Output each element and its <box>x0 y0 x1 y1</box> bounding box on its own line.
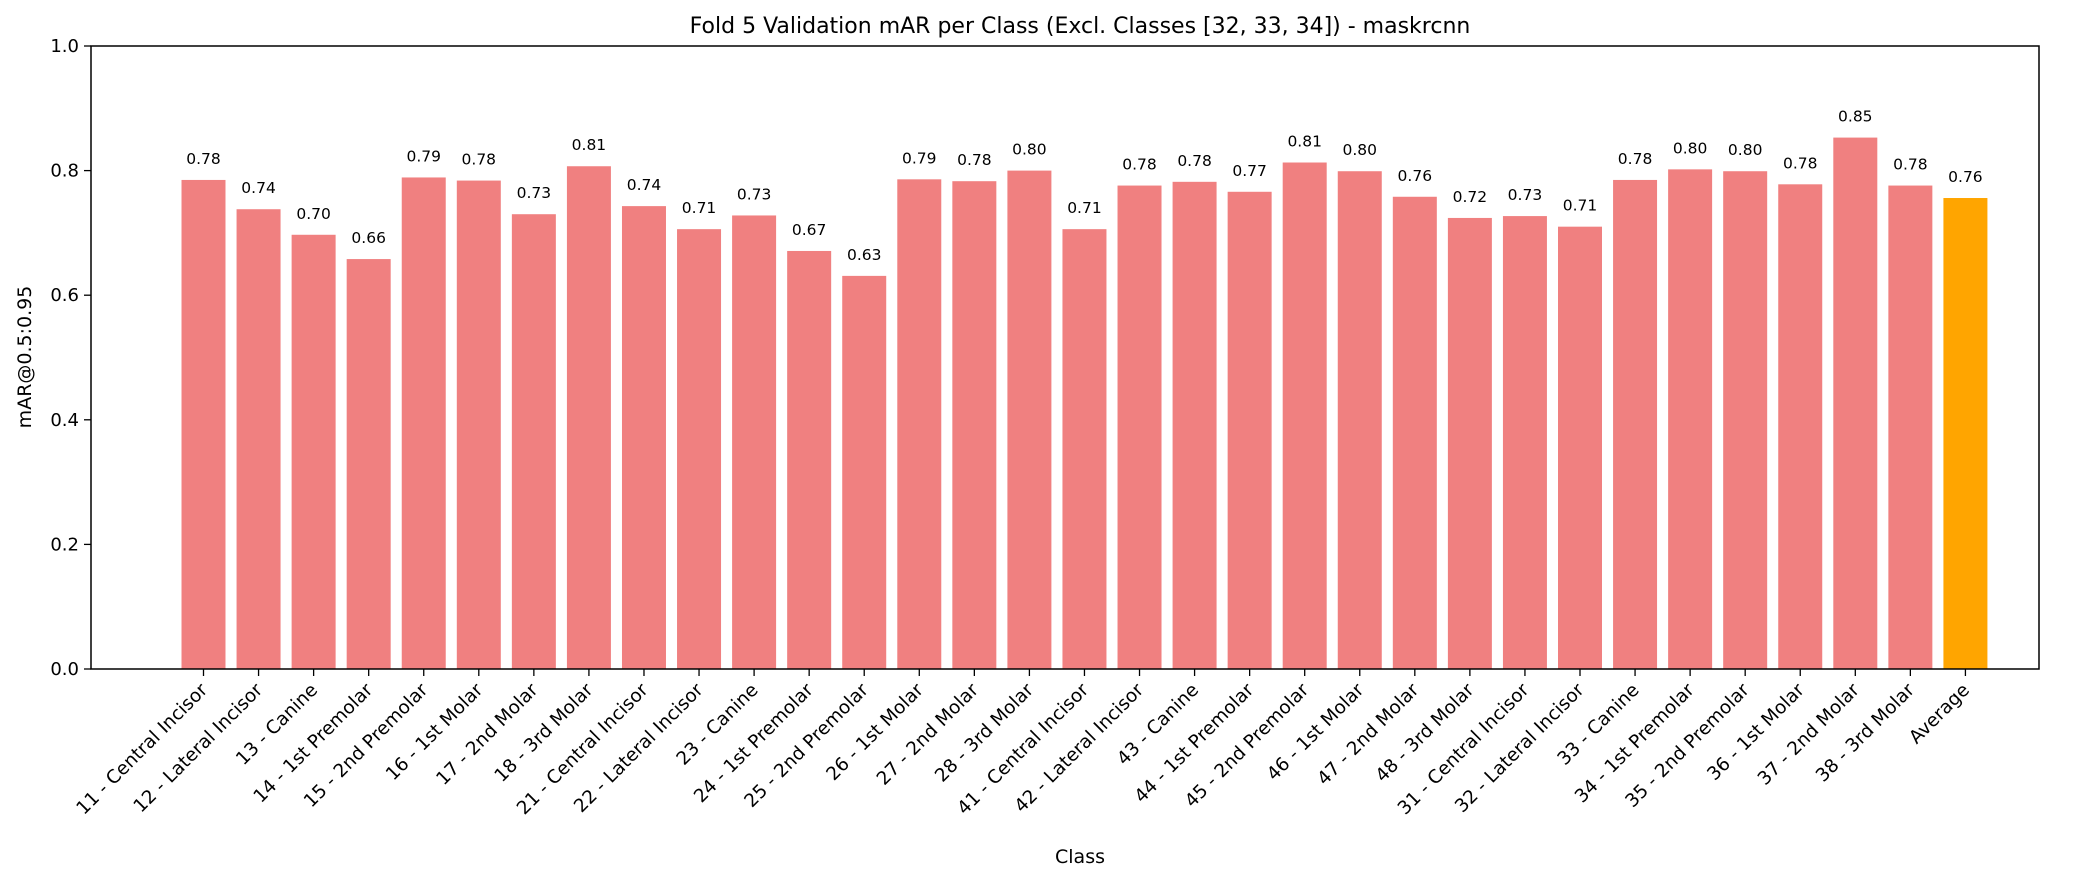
x-tick-label: 16 - 1st Molar <box>382 679 488 785</box>
bar <box>1613 179 1658 669</box>
x-axis-label: Class <box>1055 846 1105 868</box>
bar-value-label: 0.73 <box>737 185 772 203</box>
bar-value-label: 0.70 <box>296 205 331 223</box>
bar <box>1337 171 1382 669</box>
x-tick-label: 18 - 3rd Molar <box>491 679 598 786</box>
bar <box>1062 229 1107 670</box>
bar <box>236 209 281 669</box>
plot-frame <box>90 45 2040 670</box>
bar <box>511 214 556 669</box>
bar <box>897 179 942 669</box>
bar <box>787 250 832 670</box>
y-tick-label: 0.6 <box>50 285 79 306</box>
bar <box>1558 226 1602 670</box>
bar-value-label: 0.81 <box>1287 133 1322 151</box>
bar-value-label: 0.80 <box>1728 141 1763 159</box>
y-axis-label: mAR@0.5:0.95 <box>14 286 36 429</box>
bar-value-label: 0.80 <box>1012 141 1047 159</box>
bar-value-label: 0.72 <box>1453 188 1488 206</box>
x-tick-label: 17 - 2nd Molar <box>432 679 542 789</box>
x-tick-label: 37 - 2nd Molar <box>1754 679 1864 789</box>
bar-value-label: 0.85 <box>1838 108 1873 126</box>
plot-marks: 0.78 0.74 0.70 0.66 0.79 0.78 0.73 0.81 0.74 0.71… <box>181 108 1988 670</box>
bar <box>1833 137 1878 669</box>
bar <box>1282 162 1327 669</box>
bar <box>621 206 666 669</box>
y-tick-label: 0.0 <box>50 659 79 680</box>
bar-value-label: 0.78 <box>1618 150 1653 168</box>
bar <box>1007 170 1052 669</box>
bar-value-label: 0.78 <box>957 151 992 169</box>
bar <box>346 259 391 669</box>
bar-value-label: 0.81 <box>572 136 607 154</box>
bar <box>1172 181 1217 669</box>
bar-value-label: 0.66 <box>351 229 386 247</box>
bar-value-label: 0.80 <box>1343 141 1378 159</box>
bar-value-label: 0.78 <box>1122 156 1157 174</box>
x-tick-label: 46 - 1st Molar <box>1263 679 1369 785</box>
bar <box>1668 169 1713 669</box>
bar-value-label: 0.76 <box>1398 167 1433 185</box>
bar-value-label: 0.74 <box>241 179 276 197</box>
x-tick-label: 27 - 2nd Molar <box>873 679 983 789</box>
bar <box>181 179 226 669</box>
x-tick-label: 26 - 1st Molar <box>823 679 929 785</box>
bar <box>1392 196 1437 670</box>
bar-value-label: 0.79 <box>406 147 441 165</box>
bar <box>1943 198 1988 669</box>
bar-value-label: 0.79 <box>902 149 937 167</box>
bar-value-label: 0.78 <box>1893 156 1928 174</box>
x-tick-label: 28 - 3rd Molar <box>931 679 1038 786</box>
bar-value-label: 0.74 <box>627 176 662 194</box>
bar <box>566 166 611 669</box>
bar <box>732 215 777 669</box>
chart-title: Fold 5 Validation mAR per Class (Excl. C… <box>690 14 1471 39</box>
bar-value-label: 0.80 <box>1673 139 1708 157</box>
bar <box>1117 185 1162 669</box>
bar <box>456 180 501 669</box>
y-tick-label: 0.8 <box>50 161 79 182</box>
bar-value-label: 0.67 <box>792 221 827 239</box>
bar <box>1778 184 1823 669</box>
bar <box>842 275 887 669</box>
bar-value-label: 0.71 <box>682 199 717 217</box>
x-tick-label: Average <box>1905 680 1974 749</box>
bar-value-label: 0.71 <box>1067 199 1102 217</box>
bar-value-label: 0.71 <box>1563 197 1598 215</box>
bar-value-label: 0.78 <box>1783 154 1818 172</box>
bar-value-label: 0.77 <box>1232 162 1267 180</box>
x-tick-label: 48 - 3rd Molar <box>1372 679 1479 786</box>
y-tick-label: 0.4 <box>50 410 79 431</box>
bar-value-label: 0.63 <box>847 246 882 264</box>
bar-value-label: 0.78 <box>1177 152 1212 170</box>
y-axis: 0.0 0.2 0.4 0.6 0.8 1.0 <box>50 36 91 680</box>
bar <box>291 234 336 670</box>
bar <box>677 229 722 670</box>
bar <box>1723 171 1768 669</box>
bar-value-label: 0.73 <box>1508 186 1543 204</box>
bar <box>401 177 446 669</box>
bar-value-label: 0.78 <box>462 151 497 169</box>
y-tick-label: 0.2 <box>50 534 79 555</box>
bar-value-label: 0.76 <box>1948 168 1983 186</box>
bar <box>1227 191 1272 670</box>
bar <box>1888 185 1933 669</box>
bar <box>1502 216 1547 670</box>
x-tick-label: 38 - 3rd Molar <box>1812 679 1919 786</box>
bar <box>952 181 997 670</box>
bar <box>1447 217 1492 669</box>
x-tick-label: 47 - 2nd Molar <box>1313 679 1423 789</box>
y-tick-label: 1.0 <box>50 36 79 57</box>
bar-value-label: 0.78 <box>186 150 221 168</box>
bar-value-label: 0.73 <box>517 184 552 202</box>
x-tick-label: 36 - 1st Molar <box>1703 679 1809 785</box>
